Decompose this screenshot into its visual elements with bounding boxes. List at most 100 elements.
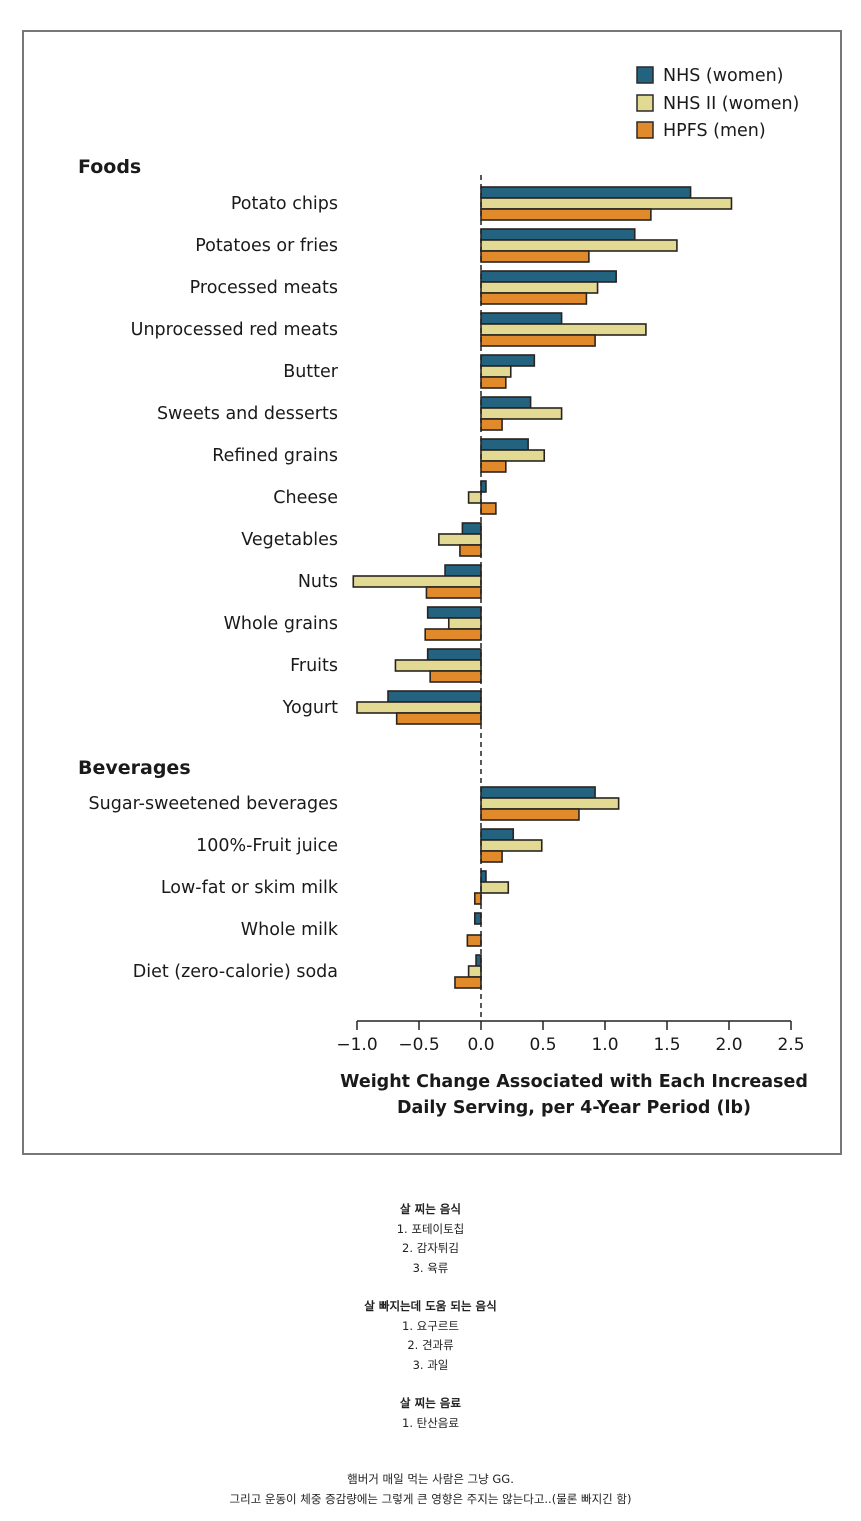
notes-block-gain-foods: 살 찌는 음식 1. 포테이토칩 2. 감자튀김 3. 육류: [0, 1200, 861, 1278]
bar-nhs2: [480, 449, 546, 462]
x-tick-label: −1.0: [336, 1035, 377, 1055]
bar-nhs2: [438, 533, 482, 546]
category-label: Whole milk: [241, 920, 339, 940]
x-tick-label: 2.5: [777, 1035, 804, 1055]
bar-hpfs: [480, 250, 590, 263]
legend-label-0: NHS (women): [663, 66, 784, 86]
bar-hpfs: [480, 418, 503, 431]
category-label: Sugar-sweetened beverages: [89, 794, 338, 814]
bar-nhs: [480, 480, 487, 493]
notes-item: 3. 과일: [412, 1357, 449, 1372]
bar-nhs: [480, 786, 596, 799]
x-axis-label-line-2: Daily Serving, per 4-Year Period (lb): [397, 1098, 751, 1118]
notes-footer-line: 햄버거 매일 먹는 사람은 그냥 GG.: [347, 1472, 514, 1486]
category-label: Fruits: [290, 656, 338, 676]
bar-hpfs: [466, 934, 482, 947]
bar-nhs2: [480, 239, 678, 252]
category-label: Yogurt: [282, 698, 338, 718]
category-label: Sweets and desserts: [157, 404, 338, 424]
notes-heading: 살 찌는 음료: [400, 1396, 461, 1410]
category-label: Butter: [283, 362, 339, 382]
category-label: Diet (zero-calorie) soda: [133, 962, 338, 982]
notes-item: 1. 포테이토칩: [396, 1221, 465, 1236]
bar-hpfs: [480, 292, 588, 305]
bar-hpfs: [454, 976, 482, 989]
legend-swatch-1: [636, 94, 654, 112]
legend-label-1: NHS II (women): [663, 94, 799, 114]
legend: NHS (women) NHS II (women) HPFS (men): [636, 66, 799, 141]
x-tick-label: 1.5: [653, 1035, 680, 1055]
notes-item: 1. 요구르트: [402, 1318, 459, 1333]
legend-swatch-2: [636, 121, 654, 139]
bar-hpfs: [480, 460, 507, 473]
notes-item: 3. 육류: [412, 1260, 449, 1275]
bar-nhs2: [356, 701, 482, 714]
bar-nhs: [480, 186, 692, 199]
category-label: Unprocessed red meats: [131, 320, 338, 340]
bar-hpfs: [429, 670, 482, 683]
chart: NHS (women) NHS II (women) HPFS (men) Food…: [78, 66, 808, 1118]
section-label-beverages: Beverages: [78, 757, 191, 779]
bar-nhs: [387, 690, 482, 703]
bar-nhs: [480, 228, 636, 241]
bar-nhs2: [480, 281, 599, 294]
notes-item: 2. 견과류: [407, 1338, 454, 1352]
section-label-foods: Foods: [78, 156, 141, 178]
category-label: Whole grains: [224, 614, 338, 634]
bar-nhs: [480, 396, 532, 409]
bar-nhs2: [480, 197, 733, 210]
notes-item: 2. 감자튀김: [402, 1241, 459, 1255]
category-label: Vegetables: [241, 530, 338, 550]
bar-nhs2: [352, 575, 482, 588]
category-label: Nuts: [298, 572, 338, 592]
x-axis: −1.0 −0.5 0.0 0.5 1.0 1.5 2.0 2.5: [336, 1020, 805, 1055]
bar-hpfs: [480, 850, 503, 863]
bar-nhs: [473, 912, 482, 925]
bar-nhs2: [447, 617, 482, 630]
bar-hpfs: [395, 712, 482, 725]
bar-nhs2: [467, 965, 482, 978]
category-label: Potatoes or fries: [195, 236, 338, 256]
bar-nhs2: [480, 881, 510, 894]
notes-footer-line: 그리고 운동이 체중 증감량에는 그렇게 큰 영향은 주지는 않는다고..(물론…: [229, 1491, 632, 1506]
bar-nhs: [480, 828, 515, 841]
category-label: Processed meats: [190, 278, 338, 298]
category-label: Cheese: [273, 488, 338, 508]
x-tick-label: 0.5: [529, 1035, 556, 1055]
notes-footer: 햄버거 매일 먹는 사람은 그냥 GG. 그리고 운동이 체중 증감량에는 그렇…: [0, 1470, 861, 1509]
bar-hpfs: [459, 544, 482, 557]
bar-hpfs: [480, 334, 596, 347]
notes-item: 1. 탄산음료: [402, 1415, 459, 1430]
notes-block-loss-foods: 살 빠지는데 도움 되는 음식 1. 요구르트 2. 견과류 3. 과일: [0, 1297, 861, 1375]
bar-nhs2: [480, 323, 647, 336]
bar-hpfs: [480, 376, 507, 389]
bar-nhs: [426, 606, 482, 619]
bar-nhs2: [480, 365, 512, 378]
bar-nhs2: [394, 659, 482, 672]
x-tick-label: 2.0: [715, 1035, 742, 1055]
notes-heading: 살 빠지는데 도움 되는 음식: [364, 1299, 497, 1313]
bar-nhs: [444, 564, 482, 577]
bar-nhs2: [480, 797, 620, 810]
bar-hpfs: [480, 208, 652, 221]
bar-nhs: [480, 438, 529, 451]
x-tick-label: −0.5: [398, 1035, 439, 1055]
bar-nhs: [480, 354, 536, 367]
category-label: 100%-Fruit juice: [196, 836, 338, 856]
bar-hpfs: [480, 808, 580, 821]
x-tick-label: 0.0: [467, 1035, 494, 1055]
bar-nhs: [461, 522, 482, 535]
bar-nhs: [426, 648, 482, 661]
bar-nhs: [480, 312, 563, 325]
bar-hpfs: [425, 586, 482, 599]
bar-hpfs: [424, 628, 482, 641]
bars: [352, 186, 733, 989]
x-tick-label: 1.0: [591, 1035, 618, 1055]
bar-nhs2: [480, 839, 543, 852]
legend-swatch-0: [636, 66, 654, 84]
bar-nhs2: [480, 407, 563, 420]
notes-block-gain-beverages: 살 찌는 음료 1. 탄산음료: [0, 1394, 861, 1433]
x-axis-label-line-1: Weight Change Associated with Each Incre…: [340, 1072, 808, 1092]
notes-heading: 살 찌는 음식: [400, 1202, 461, 1216]
category-label: Refined grains: [212, 446, 338, 466]
